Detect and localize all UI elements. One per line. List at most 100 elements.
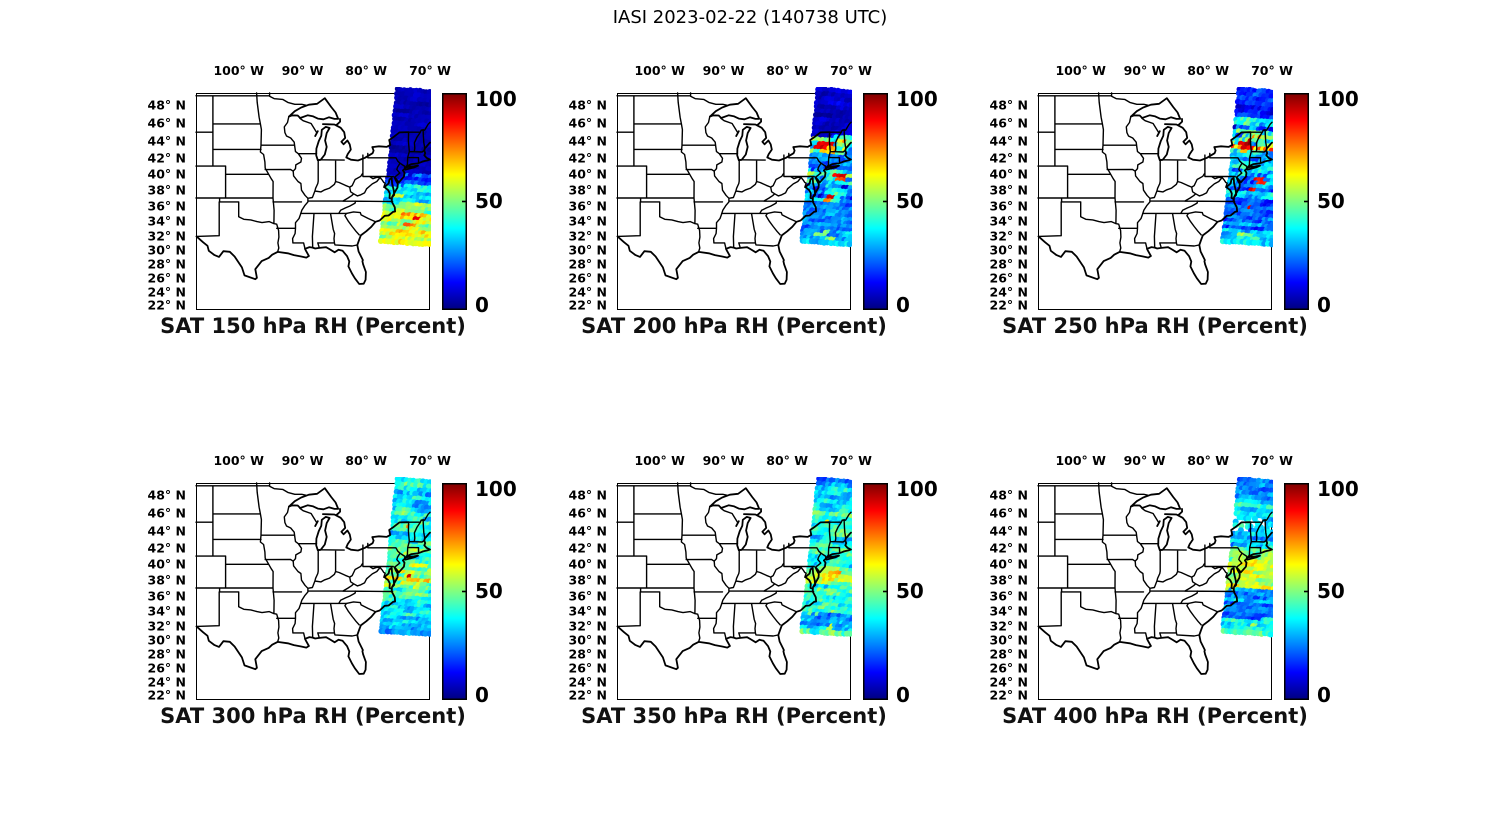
lat-tick-label: 32° N (989, 228, 1028, 244)
lon-tick-label: 100° W (1055, 63, 1106, 78)
lat-tick-label: 42° N (568, 150, 607, 166)
colorbar-label-mid: 50 (896, 579, 924, 603)
lon-tick-label: 80° W (345, 63, 388, 78)
lat-tick-label: 30° N (147, 242, 186, 258)
lat-tick-label: 32° N (147, 228, 186, 244)
lat-tick-label: 48° N (568, 97, 607, 113)
lat-tick-label: 26° N (147, 270, 186, 286)
lat-tick-label: 22° N (568, 297, 607, 313)
lat-tick-label: 36° N (568, 588, 607, 604)
lat-tick-label: 40° N (989, 166, 1028, 182)
lat-tick-label: 38° N (147, 572, 186, 588)
lat-tick-label: 44° N (989, 133, 1028, 149)
colorbar-label-mid: 50 (475, 579, 503, 603)
colorbar-label-min: 0 (896, 293, 910, 317)
state-borders (616, 92, 852, 253)
colorbar-label-max: 100 (896, 87, 938, 111)
state-borders (195, 482, 431, 643)
lon-tick-label: 90° W (702, 63, 745, 78)
lat-tick-label: 22° N (989, 687, 1028, 703)
us-map-svg (1037, 477, 1273, 700)
state-borders (616, 482, 852, 643)
panel-title: SAT 150 hPa RH (Percent) (160, 314, 466, 338)
coastline (1037, 487, 1273, 675)
lat-tick-label: 22° N (989, 297, 1028, 313)
lat-tick-label: 28° N (568, 256, 607, 272)
panel-350hpa: 100° W 90° W 80° W 70° W 48° N 46° N 44° N 42° … (569, 453, 938, 728)
lat-tick-label: 40° N (989, 556, 1028, 572)
lat-tick-label: 34° N (568, 603, 607, 619)
colorbar (863, 483, 888, 700)
lat-tick-label: 24° N (989, 674, 1028, 690)
satellite-swath (378, 477, 431, 637)
lon-tick-label: 70° W (409, 63, 451, 78)
lat-tick-label: 48° N (147, 487, 186, 503)
colorbar-label-min: 0 (1317, 293, 1331, 317)
lon-tick-label: 100° W (634, 453, 685, 468)
panel-title: SAT 200 hPa RH (Percent) (581, 314, 887, 338)
lat-tick-label: 36° N (147, 198, 186, 214)
lat-tick-label: 38° N (568, 182, 607, 198)
lon-tick-label: 90° W (1123, 63, 1166, 78)
lat-tick-label: 40° N (147, 166, 186, 182)
lat-tick-label: 30° N (989, 242, 1028, 258)
panel-title: SAT 350 hPa RH (Percent) (581, 704, 887, 728)
colorbar-label-mid: 50 (1317, 579, 1345, 603)
colorbar-label-min: 0 (475, 293, 489, 317)
lat-tick-label: 22° N (147, 687, 186, 703)
coastline (616, 97, 852, 285)
lat-tick-label: 36° N (989, 588, 1028, 604)
colorbar-label-max: 100 (475, 87, 517, 111)
lat-tick-label: 34° N (568, 213, 607, 229)
lat-tick-label: 38° N (147, 182, 186, 198)
lat-tick-label: 32° N (147, 618, 186, 634)
lat-tick-label: 22° N (147, 297, 186, 313)
lat-tick-label: 28° N (989, 256, 1028, 272)
state-borders (1037, 92, 1273, 253)
panel-300hpa: 100° W 90° W 80° W 70° W 48° N 46° N 44° N 42° … (148, 453, 517, 728)
panel-title: SAT 250 hPa RH (Percent) (1002, 314, 1308, 338)
lat-tick-label: 42° N (989, 540, 1028, 556)
panel-250hpa: 100° W 90° W 80° W 70° W 48° N 46° N 44° N 42° … (990, 63, 1359, 338)
figure-title: IASI 2023-02-22 (140738 UTC) (612, 7, 888, 28)
colorbar (1284, 93, 1309, 310)
lat-tick-label: 34° N (147, 603, 186, 619)
lat-tick-label: 42° N (989, 150, 1028, 166)
panel-title: SAT 400 hPa RH (Percent) (1002, 704, 1308, 728)
lon-tick-label: 100° W (213, 63, 264, 78)
lon-tick-label: 80° W (345, 453, 388, 468)
lon-tick-label: 100° W (1055, 453, 1106, 468)
lat-tick-label: 40° N (568, 556, 607, 572)
lat-tick-label: 28° N (568, 646, 607, 662)
us-map-svg (195, 87, 431, 310)
colorbar-label-min: 0 (896, 683, 910, 707)
lon-tick-label: 70° W (830, 453, 872, 468)
lon-tick-label: 90° W (281, 63, 324, 78)
lat-tick-label: 36° N (989, 198, 1028, 214)
state-borders (195, 92, 431, 253)
satellite-swath (1219, 87, 1273, 248)
lon-tick-label: 70° W (1251, 63, 1293, 78)
lat-tick-label: 48° N (989, 487, 1028, 503)
lat-tick-label: 38° N (568, 572, 607, 588)
colorbar-label-min: 0 (1317, 683, 1331, 707)
lon-tick-label: 70° W (1251, 453, 1293, 468)
lat-tick-label: 42° N (568, 540, 607, 556)
lat-tick-label: 38° N (989, 182, 1028, 198)
lat-tick-label: 44° N (568, 523, 607, 539)
lat-tick-label: 44° N (147, 133, 186, 149)
us-map-svg (616, 87, 852, 310)
lat-tick-label: 32° N (568, 228, 607, 244)
lat-tick-label: 42° N (147, 540, 186, 556)
lat-tick-label: 24° N (147, 284, 186, 300)
colorbar-label-max: 100 (1317, 477, 1359, 501)
lat-tick-label: 46° N (989, 115, 1028, 131)
colorbar-label-mid: 50 (475, 189, 503, 213)
colorbar-label-max: 100 (475, 477, 517, 501)
lat-tick-label: 26° N (568, 660, 607, 676)
lat-tick-label: 34° N (989, 213, 1028, 229)
lon-tick-label: 90° W (281, 453, 324, 468)
lat-tick-label: 24° N (147, 674, 186, 690)
lat-tick-label: 26° N (989, 660, 1028, 676)
